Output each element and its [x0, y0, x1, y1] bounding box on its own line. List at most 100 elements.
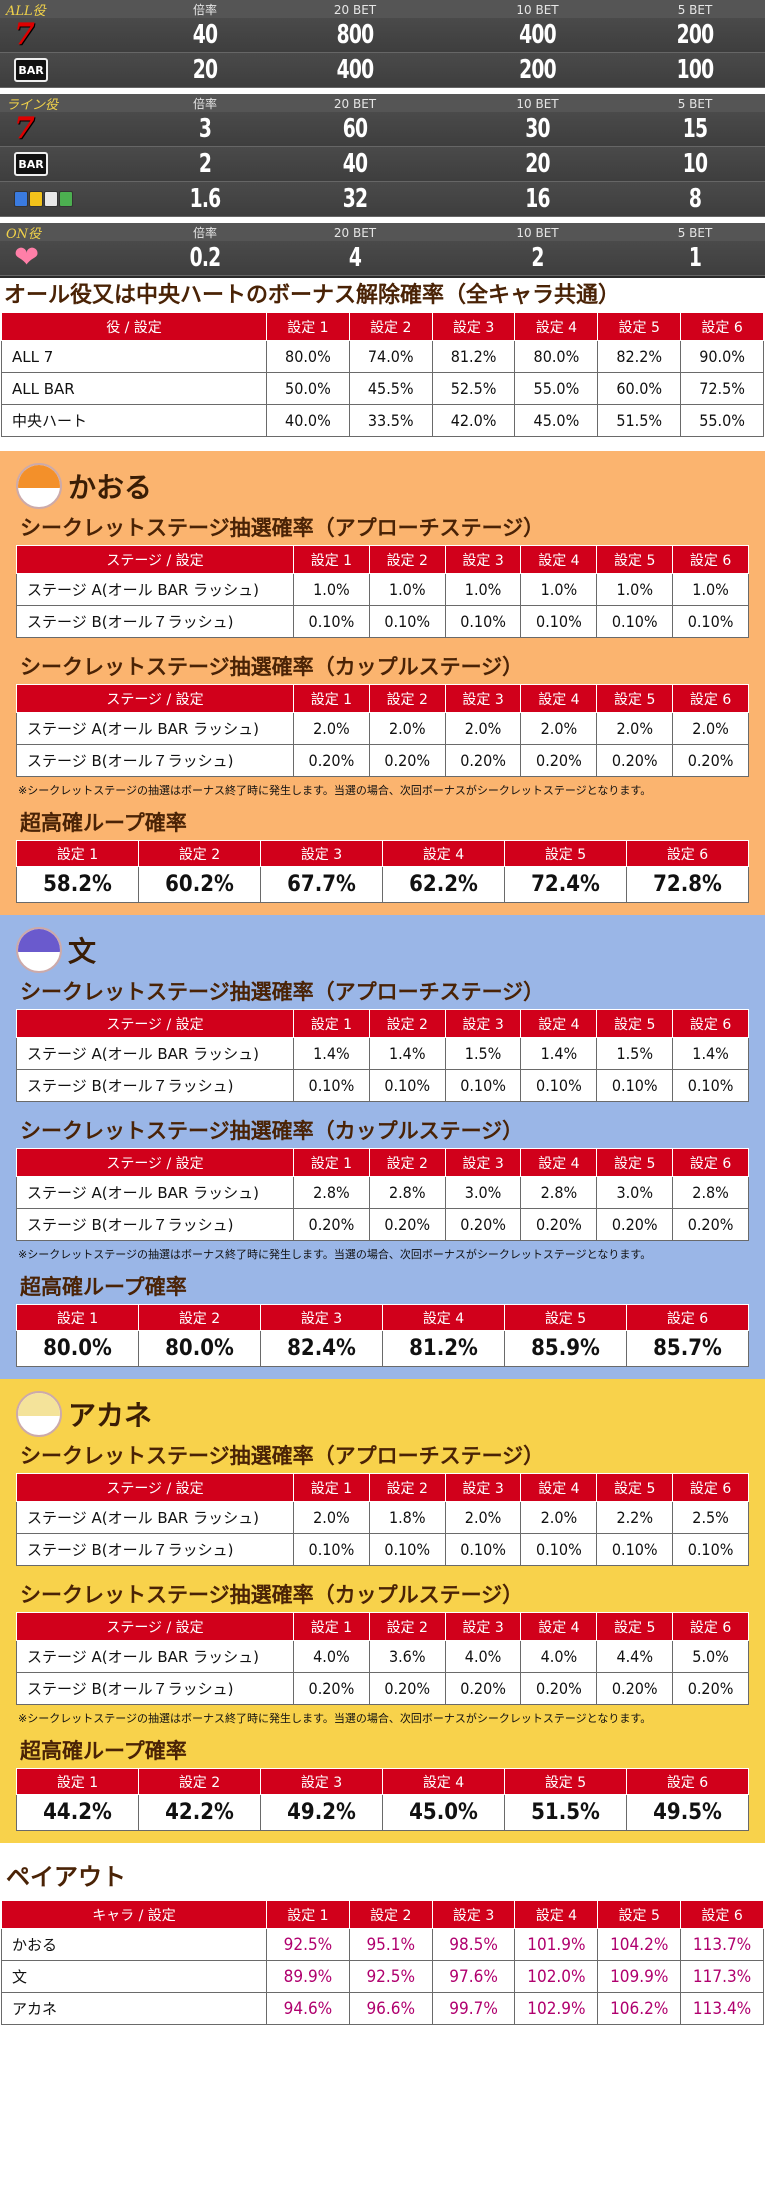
table-cell: 96.6%	[348, 1992, 433, 2025]
odds-column-header: 倍率	[192, 3, 217, 17]
column-header: 設定 2	[138, 1768, 261, 1795]
table-header-row: ステージ / 設定 設定 1 設定 2 設定 3 設定 4 設定 5 設定 6	[16, 684, 749, 713]
table-cell: 0.10%	[444, 1533, 522, 1566]
column-header: 設定 1	[16, 1304, 139, 1331]
loop-rate-cell: 72.8%	[626, 866, 749, 903]
table-cell: 90.0%	[680, 340, 764, 373]
table-cell: 89.9%	[266, 1960, 350, 1993]
column-header: 設定 1	[16, 840, 139, 867]
column-header: 設定 2	[138, 840, 261, 867]
table-cell: 0.10%	[596, 1069, 674, 1102]
column-header: 設定 2	[368, 1612, 446, 1641]
column-header: 設定 5	[504, 840, 627, 867]
column-header: 設定 4	[382, 1304, 505, 1331]
odds-value: 4	[348, 243, 362, 273]
table-cell: 1.0%	[368, 573, 446, 606]
table-row: ステージ B(オール７ラッシュ) 0.10% 0.10% 0.10% 0.10% 0.10…	[16, 1069, 749, 1102]
row-label: ステージ A(オール BAR ラッシュ)	[16, 1037, 294, 1070]
table-cell: 1.4%	[368, 1037, 446, 1070]
table-cell: 1.0%	[672, 573, 749, 606]
table-header-row: 設定 1 設定 2 設定 3 設定 4 設定 5 設定 6	[16, 1304, 749, 1331]
table-cell: 45.0%	[514, 404, 599, 437]
table-cell: 2.8%	[520, 1176, 598, 1209]
loop-rate-cell: 81.2%	[382, 1330, 505, 1367]
table-cell: 102.0%	[514, 1960, 599, 1993]
character-avatar	[16, 1391, 62, 1437]
odds-separator	[0, 88, 765, 94]
row-label: ステージ B(オール７ラッシュ)	[16, 1069, 294, 1102]
row-label: ステージ B(オール７ラッシュ)	[16, 1672, 294, 1705]
column-header: 設定 4	[520, 1612, 598, 1641]
table-cell: 0.20%	[368, 744, 446, 777]
seven-icon: 7	[0, 20, 150, 50]
approach-stage-title: シークレットステージ抽選確率（アプローチステージ）	[20, 1443, 545, 1468]
table-cell: 0.20%	[596, 744, 674, 777]
table-cell: 1.8%	[368, 1501, 446, 1534]
table-cell: 0.10%	[368, 605, 446, 638]
column-header: 設定 6	[672, 545, 749, 574]
row-label: ステージ B(オール７ラッシュ)	[16, 1533, 294, 1566]
table-row: ステージ B(オール７ラッシュ) 0.10% 0.10% 0.10% 0.10% 0.10…	[16, 605, 749, 638]
column-header: 設定 2	[368, 1473, 446, 1502]
column-header: 設定 5	[504, 1304, 627, 1331]
loop-rate-cell: 62.2%	[382, 866, 505, 903]
table-cell: 2.8%	[293, 1176, 370, 1209]
column-header: 設定 5	[597, 312, 682, 341]
seven-icon: 7	[0, 114, 150, 144]
column-header: 設定 4	[520, 1009, 598, 1038]
table-row: ステージ B(オール７ラッシュ) 0.10% 0.10% 0.10% 0.10% 0.10…	[16, 1533, 749, 1566]
column-header: 設定 4	[382, 840, 505, 867]
column-header: キャラ / 設定	[1, 1900, 267, 1929]
table-cell: 3.0%	[444, 1176, 522, 1209]
column-header: 設定 2	[368, 545, 446, 574]
odds-header: ALL役 倍率 20 BET 10 BET 5 BET	[0, 0, 765, 19]
table-row: 80.0% 80.0% 82.4% 81.2% 85.9% 85.7%	[16, 1330, 749, 1367]
table-cell: 2.8%	[368, 1176, 446, 1209]
character-avatar	[16, 463, 62, 509]
column-header: ステージ / 設定	[16, 684, 294, 713]
table-row: ステージ A(オール BAR ラッシュ) 1.4% 1.4% 1.5% 1.4% 1.5%…	[16, 1037, 749, 1070]
table-row: 58.2% 60.2% 67.7% 62.2% 72.4% 72.8%	[16, 866, 749, 903]
loop-rate-cell: 58.2%	[16, 866, 139, 903]
row-label: ALL BAR	[1, 372, 267, 405]
odds-column-header: 倍率	[192, 226, 217, 240]
character-section: かおる シークレットステージ抽選確率（アプローチステージ） ステージ / 設定 設定 …	[0, 451, 765, 915]
table-cell: 102.9%	[514, 1992, 599, 2025]
table-cell: 1.5%	[596, 1037, 674, 1070]
couple-stage-title: シークレットステージ抽選確率（カップルステージ）	[20, 654, 524, 679]
odds-column-header: 20 BET	[333, 2, 377, 17]
table-cell: 40.0%	[266, 404, 350, 437]
column-header: ステージ / 設定	[16, 1473, 294, 1502]
column-header: 設定 2	[368, 684, 446, 713]
table-row: ステージ A(オール BAR ラッシュ) 4.0% 3.6% 4.0% 4.0% 4.4%…	[16, 1640, 749, 1673]
column-header: 設定 4	[520, 545, 598, 574]
odds-value: 32	[342, 184, 368, 214]
table-cell: 0.20%	[520, 1672, 598, 1705]
couple-stage-table: ステージ / 設定 設定 1 設定 2 設定 3 設定 4 設定 5 設定 6 ステージ A(…	[16, 684, 749, 777]
table-row: 44.2% 42.2% 49.2% 45.0% 51.5% 49.5%	[16, 1794, 749, 1831]
odds-header: ON役 倍率 20 BET 10 BET 5 BET	[0, 223, 765, 242]
row-label: ステージ B(オール７ラッシュ)	[16, 605, 294, 638]
table-cell: 2.0%	[672, 712, 749, 745]
column-header: 設定 5	[596, 1148, 674, 1177]
mixed-items-glyph	[14, 191, 73, 207]
table-cell: 94.6%	[266, 1992, 350, 2025]
column-header: ステージ / 設定	[16, 545, 294, 574]
odds-row: ❤ 0.2 4 2 1	[0, 241, 765, 276]
row-label: ステージ B(オール７ラッシュ)	[16, 1208, 294, 1241]
row-label: ALL 7	[1, 340, 267, 373]
table-cell: 0.10%	[444, 605, 522, 638]
table-cell: 82.2%	[597, 340, 682, 373]
column-header: 設定 6	[672, 684, 749, 713]
couple-stage-table: ステージ / 設定 設定 1 設定 2 設定 3 設定 4 設定 5 設定 6 ステージ A(…	[16, 1148, 749, 1241]
column-header: 設定 1	[293, 684, 370, 713]
table-cell: 81.2%	[431, 340, 516, 373]
table-row: 中央ハート 40.0% 33.5% 42.0% 45.0% 51.5% 55.0%	[1, 404, 764, 437]
row-label: ステージ A(オール BAR ラッシュ)	[16, 1501, 294, 1534]
table-cell: 0.10%	[293, 605, 370, 638]
table-cell: 0.20%	[293, 1672, 370, 1705]
table-cell: 1.0%	[444, 573, 522, 606]
odds-value: 0.2	[189, 243, 222, 273]
table-cell: 0.10%	[520, 1069, 598, 1102]
table-cell: 0.10%	[596, 605, 674, 638]
